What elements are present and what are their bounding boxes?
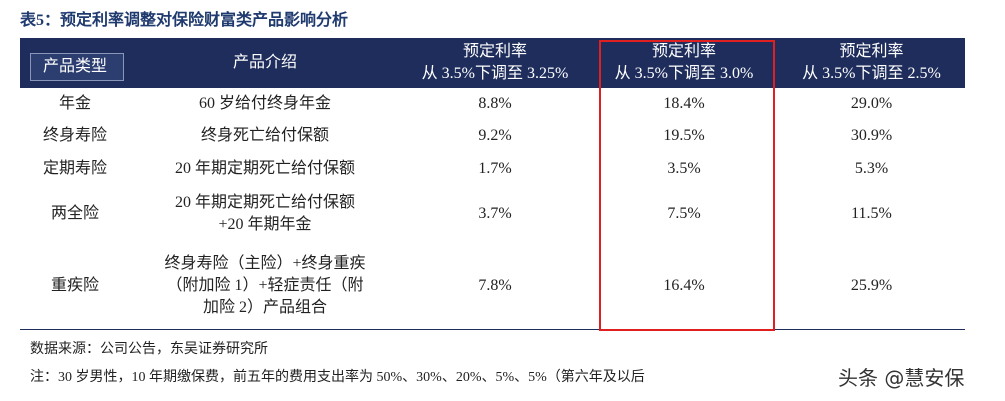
table-cell: 30.9% [778,120,965,152]
table-cell: 16.4% [590,243,778,329]
table-cell: 8.8% [400,88,590,120]
header-cell: 产品类型 [20,53,130,81]
header-cell: 预定利率从 3.5%下调至 3.25% [400,38,590,88]
cell-line: 定期寿险 [42,159,107,177]
cell-line: 60 岁给付终身年金 [198,95,331,112]
cell-line: 产品介绍 [232,54,297,71]
cell-line: 终身寿险（主险）+终身重疾 [164,255,366,272]
cell-line: 9.2% [478,127,512,144]
header-cell: 产品介绍 [130,38,400,88]
cell-line: 20 年期定期死亡给付保额 [174,194,355,211]
header-label-box [30,53,124,81]
cell-line: （附加险 1）+轻症责任（附 [166,277,364,294]
table-cell: 7.8% [400,243,590,329]
cell-line: +20 年期年金 [218,216,312,233]
cell-line: 7.8% [478,277,512,294]
cell-line: 11.5% [851,205,892,222]
table-cell: 60 岁给付终身年金 [130,88,400,120]
cell-line: 25.9% [850,277,893,294]
table-cell: 终身寿险（主险）+终身重疾 （附加险 1）+轻症责任（附 加险 2）产品组合 [130,243,400,329]
cell-line: 3.7% [478,205,512,222]
cell-line: 产品类型 [42,58,107,75]
cell-line: 预定利率 [651,43,716,60]
cell-line: 20 年期定期死亡给付保额 [174,159,355,177]
cell-line: 预定利率 [462,43,527,60]
table-cell: 29.0% [778,88,965,120]
table-cell: 20 年期定期死亡给付保额 +20 年期年金 [130,185,400,243]
source-note: 数据来源：公司公告，东吴证券研究所 [30,342,268,357]
footnote: 注：30 岁男性，10 年期缴保费，前五年的费用支出率为 50%、30%、20%… [30,370,645,385]
cell-line: 19.5% [663,127,705,144]
cell-line: 8.8% [478,95,512,112]
table-cell: 终身死亡给付保额 [130,120,400,152]
cell-line: 5.3% [854,159,889,177]
cell-line: 从 3.5%下调至 2.5% [802,65,941,82]
table-cell: 定期寿险 [20,152,130,185]
cell-line: 终身寿险 [42,127,107,144]
table-cell: 重疾险 [20,243,130,329]
cell-line: 预定利率 [839,43,904,60]
table-title: 表5：预定利率调整对保险财富类产品影响分析 [20,12,349,29]
cell-line: 加险 2）产品组合 [202,299,327,316]
cell-line: 29.0% [850,95,893,112]
table-cell: 5.3% [778,152,965,185]
cell-line: 重疾险 [50,277,99,294]
header-cell: 预定利率从 3.5%下调至 3.0% [590,38,778,88]
table-cell: 7.5% [590,185,778,243]
table-cell: 20 年期定期死亡给付保额 [130,152,400,185]
watermark: 头条 @慧安保 [838,362,965,391]
header-cell: 预定利率从 3.5%下调至 2.5% [778,38,965,88]
cell-line: 18.4% [663,95,705,112]
cell-line: 7.5% [667,205,701,222]
table-cell: 3.7% [400,185,590,243]
header-background [20,38,965,88]
table-cell: 11.5% [778,185,965,243]
cell-line: 终身死亡给付保额 [200,127,329,144]
table-cell: 9.2% [400,120,590,152]
cell-line: 从 3.5%下调至 3.25% [421,65,569,82]
cell-line: 30.9% [850,127,893,144]
table-cell: 年金 [20,88,130,120]
cell-line: 1.7% [478,159,512,177]
cell-line: 3.5% [667,159,701,177]
cell-line: 16.4% [663,277,705,294]
table-cell: 终身寿险 [20,120,130,152]
table-cell: 25.9% [778,243,965,329]
highlight-box [599,40,775,331]
table-cell: 18.4% [590,88,778,120]
cell-line: 从 3.5%下调至 3.0% [614,65,754,82]
table-cell: 1.7% [400,152,590,185]
table-cell: 两全险 [20,185,130,243]
cell-line: 两全险 [50,205,99,222]
table-bottom-rule [20,329,965,330]
table-cell: 19.5% [590,120,778,152]
table-cell: 3.5% [590,152,778,185]
cell-line: 年金 [58,95,91,112]
